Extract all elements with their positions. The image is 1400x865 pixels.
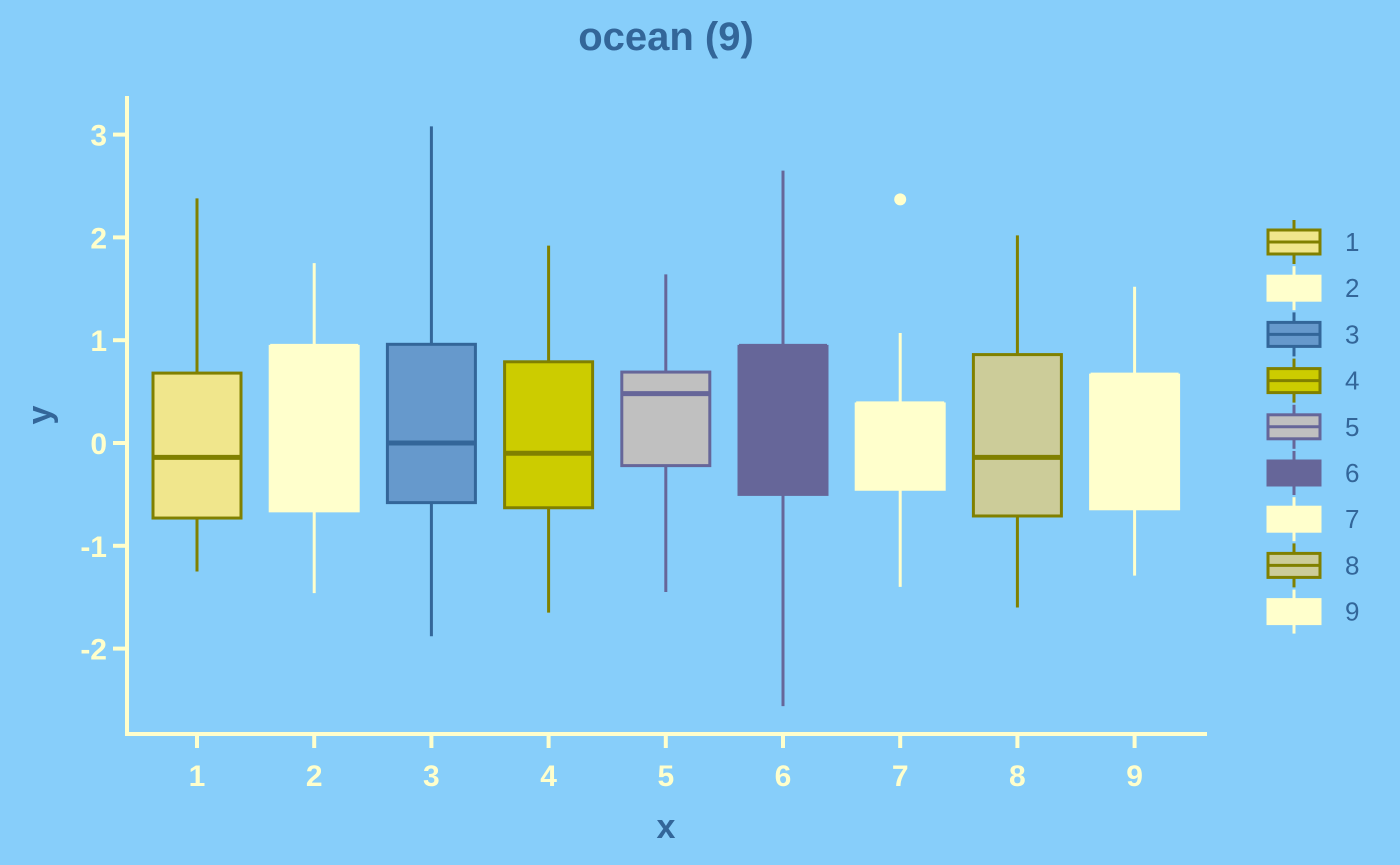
x-tick-label: 6 xyxy=(775,760,792,793)
box-6 xyxy=(737,170,829,707)
boxplot-area xyxy=(151,126,1181,707)
box-rect xyxy=(620,370,712,468)
y-tick-label: -2 xyxy=(80,634,107,667)
legend-item-7: 7 xyxy=(1266,497,1359,542)
y-tick-label: 0 xyxy=(90,428,107,461)
legend-label: 4 xyxy=(1345,366,1359,396)
box-rect xyxy=(854,402,946,491)
legend-label: 1 xyxy=(1345,227,1359,257)
box-rect xyxy=(503,360,595,510)
x-tick-label: 3 xyxy=(423,760,440,793)
y-tick-label: 3 xyxy=(90,120,107,153)
legend-item-5: 5 xyxy=(1266,404,1359,449)
box-rect xyxy=(268,344,360,513)
box-rect xyxy=(1089,373,1181,511)
legend-label: 7 xyxy=(1345,504,1359,534)
legend-item-2: 2 xyxy=(1266,266,1359,311)
legend-item-3: 3 xyxy=(1266,312,1359,357)
legend-item-4: 4 xyxy=(1266,358,1359,403)
y-tick-label: 2 xyxy=(90,222,107,255)
legend-item-8: 8 xyxy=(1266,543,1359,588)
x-tick-label: 1 xyxy=(189,760,206,793)
box-5 xyxy=(620,274,712,593)
box-4 xyxy=(503,245,595,613)
box-rect xyxy=(737,344,829,496)
box-1 xyxy=(151,198,243,572)
x-tick-label: 5 xyxy=(657,760,674,793)
box-2 xyxy=(268,263,360,594)
y-tick-label: -1 xyxy=(80,531,107,564)
box-rect xyxy=(971,353,1063,518)
x-axis-title: x xyxy=(657,808,676,846)
legend-label: 8 xyxy=(1345,550,1359,580)
box-9 xyxy=(1089,286,1181,576)
chart-title: ocean (9) xyxy=(578,15,754,59)
y-axis-title: y xyxy=(21,405,59,424)
legend-label: 9 xyxy=(1345,597,1359,627)
x-tick-label: 8 xyxy=(1009,760,1026,793)
x-tick-label: 7 xyxy=(892,760,909,793)
box-7 xyxy=(854,193,946,587)
box-rect xyxy=(151,371,243,520)
box-3 xyxy=(385,126,477,637)
legend: 1 2 3 4 5 6 7 8 9 xyxy=(1266,220,1359,634)
y-tick-label: 1 xyxy=(90,325,107,358)
legend-label: 2 xyxy=(1345,273,1359,303)
legend-item-9: 9 xyxy=(1266,589,1359,634)
legend-label: 3 xyxy=(1345,319,1359,349)
box-8 xyxy=(971,235,1063,608)
legend-item-6: 6 xyxy=(1266,451,1359,495)
x-tick-label: 9 xyxy=(1126,760,1143,793)
box-rect xyxy=(385,342,477,505)
legend-label: 6 xyxy=(1345,458,1359,488)
outlier-point xyxy=(894,193,907,206)
legend-item-1: 1 xyxy=(1266,220,1359,264)
axes: -2 -1 0 1 2 3 1 2 3 4 5 6 7 8 9 xyxy=(80,96,1207,793)
x-tick-label: 4 xyxy=(540,760,557,793)
x-tick-label: 2 xyxy=(306,760,323,793)
legend-label: 5 xyxy=(1345,412,1359,442)
